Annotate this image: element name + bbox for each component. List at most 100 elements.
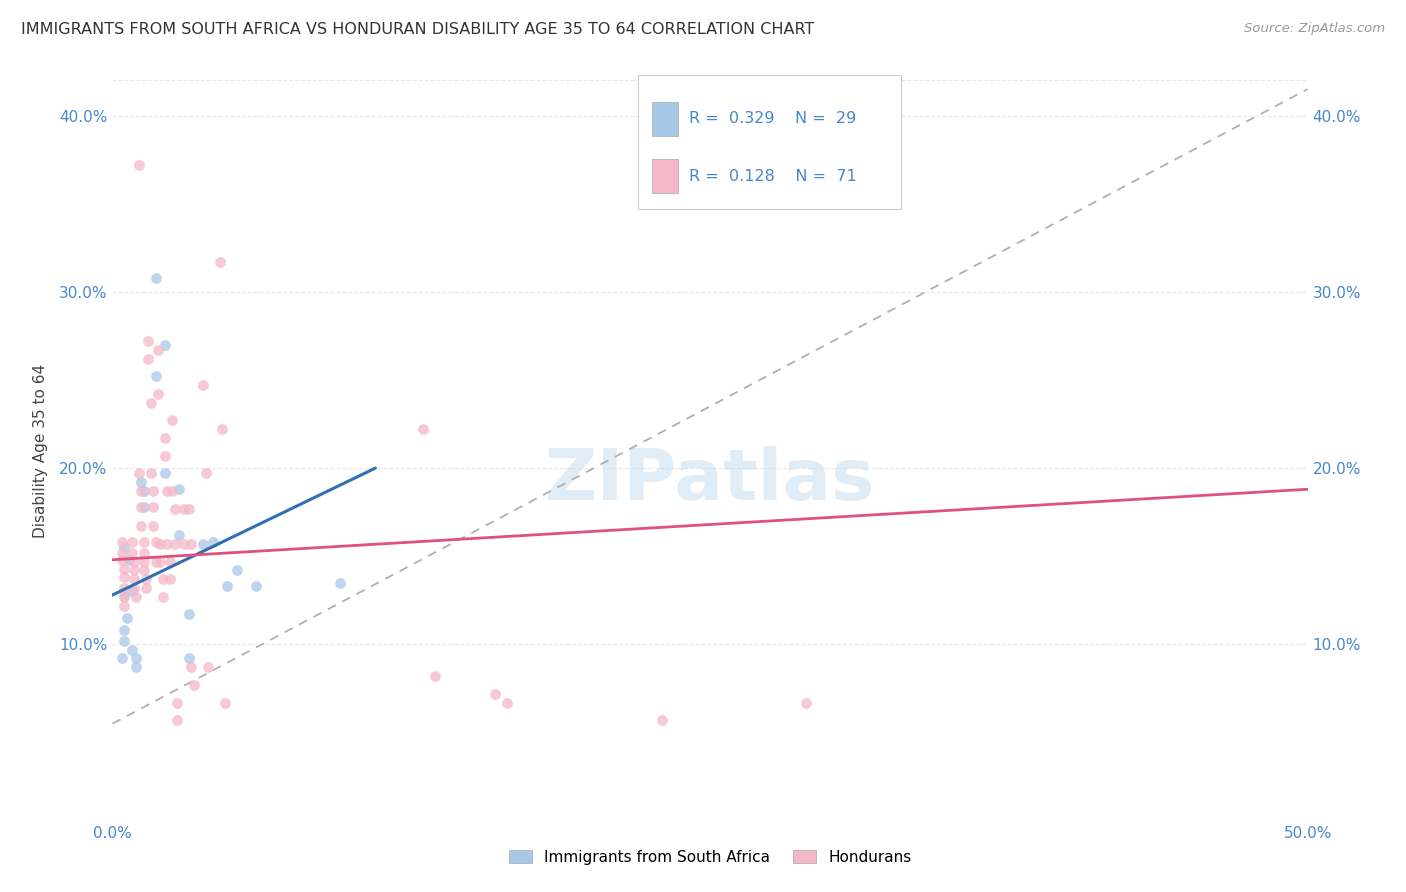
Point (197, 660, 219, 674)
Point (111, 553, 134, 567)
Point (152, 590, 174, 604)
Point (135, 572, 157, 586)
Point (114, 590, 135, 604)
Point (122, 581, 145, 595)
Point (114, 581, 135, 595)
Point (132, 563, 155, 577)
Point (129, 483, 152, 498)
Point (138, 334, 160, 348)
Point (149, 555, 172, 569)
Point (114, 633, 135, 648)
Point (193, 378, 215, 392)
Point (152, 572, 174, 586)
Point (153, 337, 176, 351)
Point (194, 467, 217, 481)
Point (484, 687, 506, 701)
Text: IMMIGRANTS FROM SOUTH AFRICA VS HONDURAN DISABILITY AGE 35 TO 64 CORRELATION CHA: IMMIGRANTS FROM SOUTH AFRICA VS HONDURAN… (21, 22, 814, 37)
Point (173, 501, 195, 516)
Point (225, 563, 247, 577)
Point (142, 483, 165, 498)
Point (169, 528, 191, 542)
Point (132, 546, 155, 560)
Point (180, 660, 202, 674)
Point (145, 270, 167, 285)
Point (217, 579, 239, 593)
Point (166, 696, 188, 710)
Point (180, 537, 202, 551)
Point (122, 555, 145, 569)
Point (114, 599, 135, 613)
Point (329, 575, 352, 590)
Point (163, 537, 186, 551)
Point (132, 483, 155, 498)
Point (139, 396, 162, 410)
Point (245, 579, 267, 593)
Point (114, 570, 135, 584)
Point (177, 607, 200, 622)
Point (162, 483, 183, 498)
Point (169, 482, 191, 496)
Point (129, 475, 152, 490)
Point (125, 651, 148, 665)
Point (111, 535, 134, 549)
Point (159, 555, 181, 569)
Point (128, 467, 150, 481)
Point (111, 651, 134, 665)
Point (132, 535, 155, 549)
Point (135, 581, 157, 595)
Point (128, 158, 150, 172)
Legend: Immigrants from South Africa, Hondurans: Immigrants from South Africa, Hondurans (509, 850, 911, 865)
Point (149, 537, 172, 551)
Point (142, 500, 165, 514)
Point (153, 449, 176, 463)
Point (121, 546, 143, 560)
Point (209, 255, 232, 269)
Point (412, 422, 434, 436)
Point (114, 541, 135, 555)
Point (145, 555, 167, 569)
Text: R =  0.329    N =  29: R = 0.329 N = 29 (689, 112, 856, 126)
Point (132, 555, 155, 569)
Point (114, 624, 135, 638)
Point (156, 483, 179, 498)
Point (132, 500, 155, 514)
Point (129, 500, 152, 514)
Point (146, 343, 169, 357)
Point (121, 535, 143, 549)
Text: Source: ZipAtlas.com: Source: ZipAtlas.com (1244, 22, 1385, 36)
Point (651, 713, 673, 727)
Point (214, 696, 236, 710)
Point (163, 501, 186, 516)
Point (153, 431, 176, 445)
Point (183, 678, 205, 692)
Point (193, 537, 215, 551)
Point (201, 535, 224, 549)
Point (794, 696, 817, 710)
Point (138, 351, 160, 366)
Point (122, 563, 145, 577)
Point (177, 501, 200, 516)
Point (146, 387, 169, 401)
Point (211, 422, 233, 436)
Point (129, 519, 152, 533)
Point (145, 535, 167, 549)
Point (142, 519, 165, 533)
Y-axis label: Disability Age 35 to 64: Disability Age 35 to 64 (32, 363, 48, 538)
Point (496, 696, 519, 710)
Point (111, 546, 134, 560)
Point (122, 572, 145, 586)
Text: R =  0.128    N =  71: R = 0.128 N = 71 (689, 169, 856, 184)
Point (162, 413, 183, 427)
Point (145, 369, 167, 384)
Point (125, 660, 148, 674)
Point (173, 537, 195, 551)
Point (159, 572, 181, 586)
Point (177, 651, 200, 665)
Point (114, 561, 135, 575)
Point (153, 467, 176, 481)
Point (121, 584, 143, 599)
Point (156, 537, 179, 551)
Point (114, 588, 135, 602)
Point (139, 467, 162, 481)
Point (121, 642, 143, 657)
